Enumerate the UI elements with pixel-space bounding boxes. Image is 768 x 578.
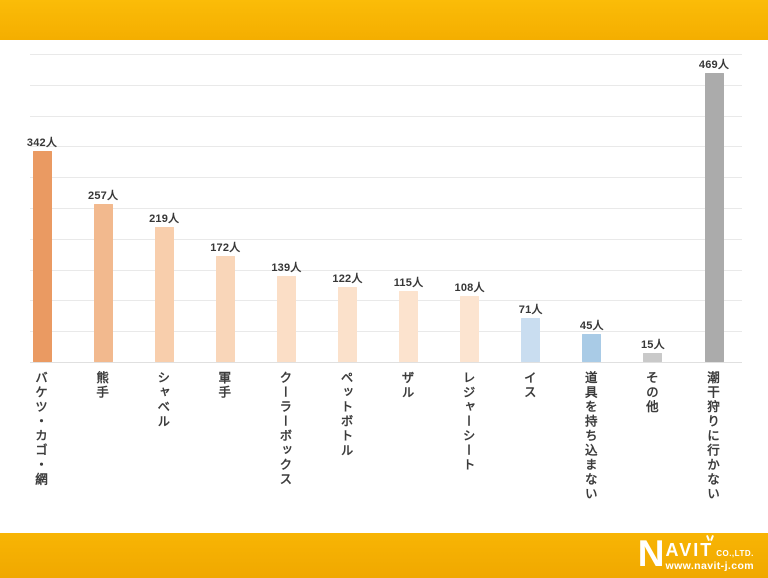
bar-category-label: イス	[521, 371, 536, 400]
bar-value-label: 45人	[579, 320, 604, 333]
bar	[276, 276, 296, 362]
logo-url: www.navit-j.com	[665, 560, 754, 572]
bar-category-label: シャベル	[155, 371, 170, 429]
bar	[704, 73, 724, 362]
gridline	[30, 146, 742, 148]
bar-category-label: ザル	[399, 371, 414, 400]
bar	[93, 203, 113, 362]
bar	[338, 286, 357, 362]
logo-company-suffix: CO.,LTD.	[716, 549, 754, 558]
bar	[460, 295, 480, 362]
bar-category-label: 熊手	[94, 371, 109, 400]
bar-category-label: 軍手	[216, 371, 231, 400]
bar-value-label: 172人	[210, 242, 241, 254]
gridline	[30, 269, 742, 271]
bar	[154, 227, 174, 362]
gridline	[30, 300, 742, 302]
bar-value-label: 219人	[149, 213, 180, 226]
gridline	[30, 331, 742, 333]
bar	[582, 334, 602, 362]
bar	[215, 256, 235, 362]
gridline	[30, 84, 742, 86]
bar-category-label: その他	[643, 371, 658, 415]
bar-value-label: 108人	[454, 281, 485, 294]
bar-value-label: 469人	[698, 59, 730, 72]
logo-text-block: AVIT CO.,LTD. www.navit-j.com	[666, 537, 754, 572]
bottom-accent-band: N AVIT CO.,LTD. www.navit-j.com	[0, 533, 768, 578]
bar-value-label: 257人	[88, 189, 119, 202]
bar-category-label: バケツ・カゴ・網	[33, 371, 47, 487]
bar-category-label: レジャーシート	[460, 371, 475, 473]
bar-value-label: 342人	[26, 137, 58, 150]
sprout-icon	[706, 534, 714, 541]
bar	[643, 352, 663, 362]
bar-value-label: 122人	[332, 272, 363, 285]
gridline	[30, 208, 742, 209]
gridline	[30, 177, 742, 179]
bar-value-label: 71人	[518, 304, 543, 317]
bar	[32, 151, 52, 362]
gridline	[30, 54, 742, 55]
logo-initial: N	[637, 533, 665, 574]
top-accent-band	[0, 0, 768, 40]
bar-value-label: 115人	[393, 277, 424, 290]
gridline	[30, 115, 742, 117]
bar-category-label: ペットボトル	[338, 371, 353, 458]
bar-category-label: 道具を持ち込まない	[582, 371, 597, 502]
bar-value-label: 139人	[271, 262, 302, 275]
bar-category-label: クーラーボックス	[277, 371, 292, 487]
navit-logo: N AVIT CO.,LTD. www.navit-j.com	[637, 533, 754, 574]
bar-value-label: 15人	[640, 338, 665, 351]
bar-category-label: 潮干狩りに行かない	[705, 371, 719, 502]
bar	[521, 318, 541, 362]
bar	[399, 291, 418, 362]
gridline	[30, 362, 742, 363]
logo-name: AVIT	[665, 540, 714, 560]
gridline	[30, 238, 742, 240]
